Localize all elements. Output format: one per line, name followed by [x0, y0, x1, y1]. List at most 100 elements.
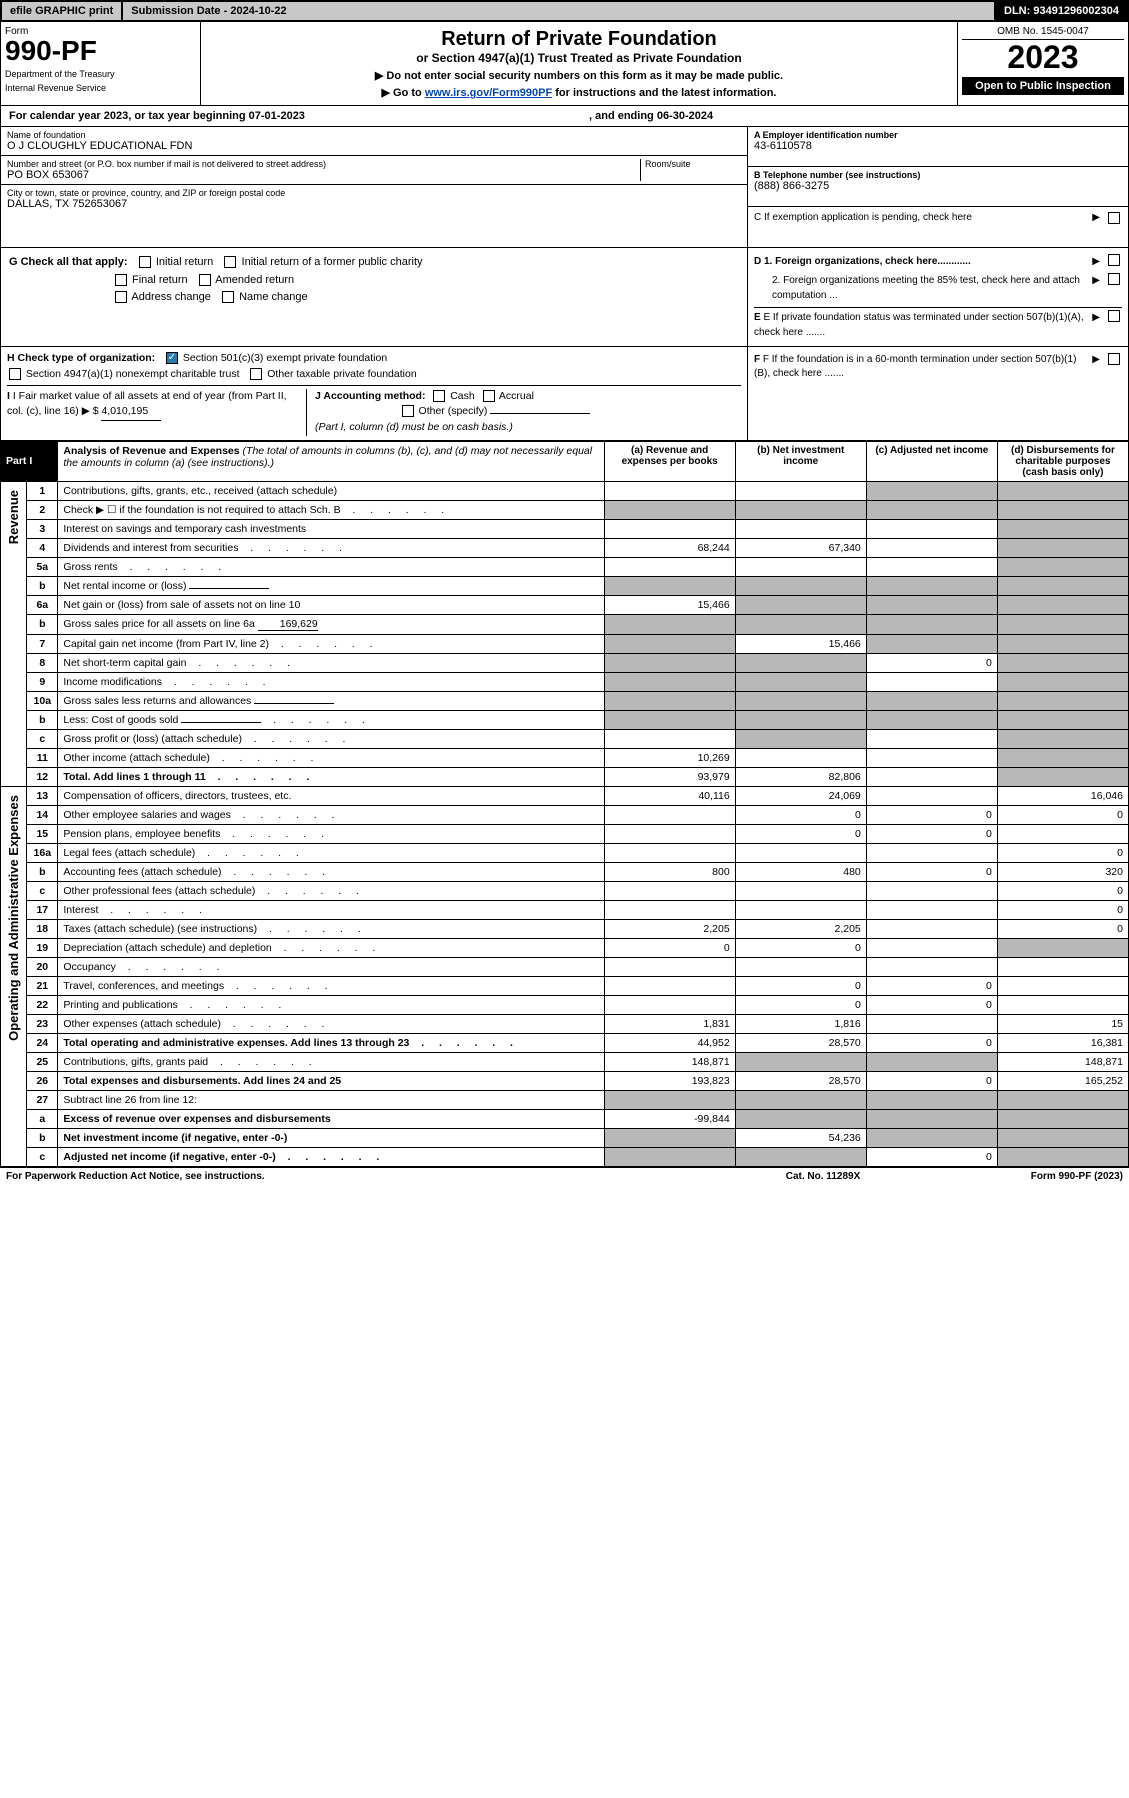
- cell-c: [866, 672, 997, 691]
- cell-c: [866, 938, 997, 957]
- checkbox-initial-return[interactable]: [139, 256, 151, 268]
- cell-b: [735, 1147, 866, 1166]
- cell-c: [866, 729, 997, 748]
- col-b-header: (b) Net investment income: [735, 441, 866, 481]
- checkbox-initial-former[interactable]: [224, 256, 236, 268]
- cell-b: [735, 900, 866, 919]
- checkbox-e[interactable]: [1108, 310, 1120, 322]
- line-desc: Depreciation (attach schedule) and deple…: [58, 938, 604, 957]
- cell-c: [866, 900, 997, 919]
- foundation-name-cell: Name of foundation O J CLOUGHLY EDUCATIO…: [1, 127, 747, 156]
- cell-a: [604, 957, 735, 976]
- line-number: 23: [27, 1014, 58, 1033]
- cell-c: [866, 538, 997, 557]
- line-number: 11: [27, 748, 58, 767]
- col-d-header: (d) Disbursements for charitable purpose…: [997, 441, 1128, 481]
- line-desc: Total operating and administrative expen…: [58, 1033, 604, 1052]
- checkbox-address-change[interactable]: [115, 291, 127, 303]
- table-row: bGross sales price for all assets on lin…: [1, 614, 1129, 634]
- cell-c: [866, 1014, 997, 1033]
- city-cell: City or town, state or province, country…: [1, 185, 747, 213]
- checkbox-other-method[interactable]: [402, 405, 414, 417]
- cell-a: [604, 614, 735, 634]
- arrow-icon: ▶: [1092, 310, 1100, 325]
- expenses-side-label: Operating and Administrative Expenses: [1, 786, 27, 1166]
- cell-d: [997, 653, 1128, 672]
- cell-a: 0: [604, 938, 735, 957]
- cat-no: Cat. No. 11289X: [723, 1171, 923, 1182]
- cell-c: [866, 576, 997, 595]
- info-grid: Name of foundation O J CLOUGHLY EDUCATIO…: [0, 127, 1129, 248]
- arrow-icon: ▶: [1092, 254, 1100, 269]
- checkbox-accrual[interactable]: [483, 390, 495, 402]
- checkbox-d2[interactable]: [1108, 273, 1120, 285]
- cell-d: 165,252: [997, 1071, 1128, 1090]
- cell-b: 480: [735, 862, 866, 881]
- line-desc: Gross rents . . . . . .: [58, 557, 604, 576]
- line-desc: Gross sales less returns and allowances: [58, 691, 604, 710]
- cell-a: [604, 805, 735, 824]
- cell-d: 0: [997, 843, 1128, 862]
- cell-c: [866, 1052, 997, 1071]
- cell-a: [604, 634, 735, 653]
- dln: DLN: 93491296002304: [996, 2, 1127, 20]
- line-number: b: [27, 710, 58, 729]
- cell-c: [866, 614, 997, 634]
- table-row: 23Other expenses (attach schedule) . . .…: [1, 1014, 1129, 1033]
- cell-b: 0: [735, 938, 866, 957]
- checkbox-f[interactable]: [1108, 353, 1120, 365]
- table-row: bNet rental income or (loss): [1, 576, 1129, 595]
- cell-a: [604, 976, 735, 995]
- cell-d: [997, 672, 1128, 691]
- line-desc: Income modifications . . . . . .: [58, 672, 604, 691]
- revenue-side-label: Revenue: [1, 481, 27, 786]
- checkbox-4947[interactable]: [9, 368, 21, 380]
- line-desc: Travel, conferences, and meetings . . . …: [58, 976, 604, 995]
- checkbox-d1[interactable]: [1108, 254, 1120, 266]
- line-desc: Occupancy . . . . . .: [58, 957, 604, 976]
- line-number: 7: [27, 634, 58, 653]
- address-cell: Number and street (or P.O. box number if…: [1, 156, 747, 185]
- table-row: 16aLegal fees (attach schedule) . . . . …: [1, 843, 1129, 862]
- check-section: G Check all that apply: Initial return I…: [0, 248, 1129, 347]
- line-desc: Adjusted net income (if negative, enter …: [58, 1147, 604, 1166]
- ein-cell: A Employer identification number 43-6110…: [748, 127, 1128, 167]
- cell-d: 320: [997, 862, 1128, 881]
- cell-a: [604, 672, 735, 691]
- checkbox-cash[interactable]: [433, 390, 445, 402]
- cell-c: 0: [866, 862, 997, 881]
- cell-c: [866, 1090, 997, 1109]
- cell-d: 0: [997, 919, 1128, 938]
- cell-c: [866, 1128, 997, 1147]
- cell-a: [604, 995, 735, 1014]
- line-desc: Contributions, gifts, grants paid . . . …: [58, 1052, 604, 1071]
- line-number: 5a: [27, 557, 58, 576]
- checkbox-501c3[interactable]: [166, 352, 178, 364]
- cell-b: 2,205: [735, 919, 866, 938]
- checkbox-other-taxable[interactable]: [250, 368, 262, 380]
- line-number: a: [27, 1109, 58, 1128]
- line-number: 17: [27, 900, 58, 919]
- dept-treasury: Department of the Treasury: [5, 69, 192, 79]
- arrow-icon: ▶: [1092, 353, 1100, 367]
- cell-c: [866, 843, 997, 862]
- line-number: 8: [27, 653, 58, 672]
- info-left: Name of foundation O J CLOUGHLY EDUCATIO…: [1, 127, 748, 247]
- checkbox-amended[interactable]: [199, 274, 211, 286]
- cell-b: [735, 614, 866, 634]
- cell-a: 193,823: [604, 1071, 735, 1090]
- line-number: 9: [27, 672, 58, 691]
- checkbox-c[interactable]: [1108, 212, 1120, 224]
- table-row: cGross profit or (loss) (attach schedule…: [1, 729, 1129, 748]
- submission-date: Submission Date - 2024-10-22: [123, 2, 996, 20]
- irs-link[interactable]: www.irs.gov/Form990PF: [425, 87, 552, 99]
- irs-label: Internal Revenue Service: [5, 83, 192, 93]
- line-number: 6a: [27, 595, 58, 614]
- checkbox-name-change[interactable]: [222, 291, 234, 303]
- line-desc: Subtract line 26 from line 12:: [58, 1090, 604, 1109]
- cell-c: [866, 557, 997, 576]
- line-desc: Interest . . . . . .: [58, 900, 604, 919]
- cell-b: 28,570: [735, 1071, 866, 1090]
- checkbox-final-return[interactable]: [115, 274, 127, 286]
- table-row: 22Printing and publications . . . . . .0…: [1, 995, 1129, 1014]
